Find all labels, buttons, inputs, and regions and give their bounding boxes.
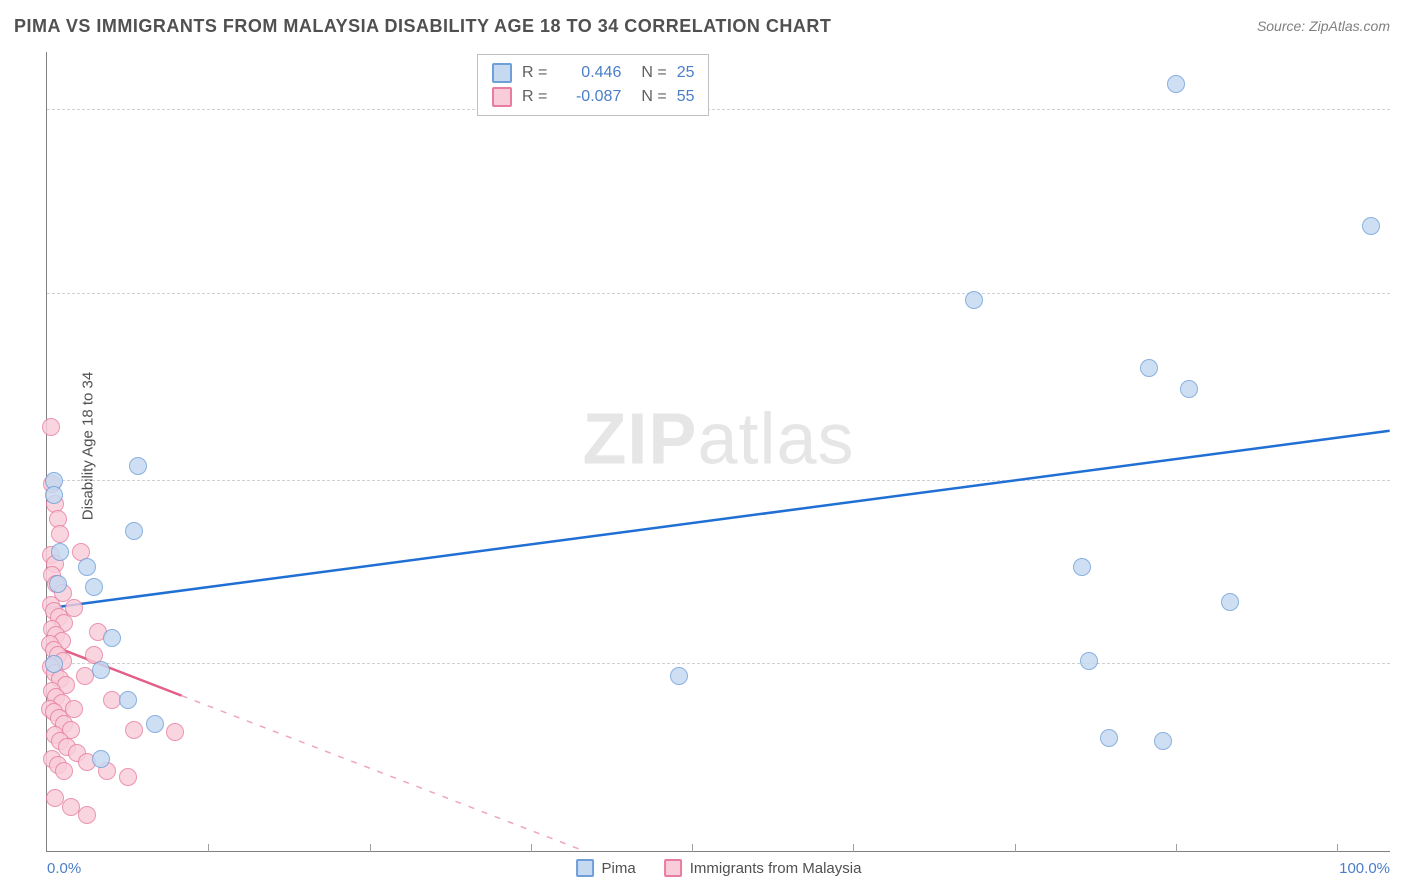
malaysia-point: [166, 723, 184, 741]
pima-swatch: [492, 63, 512, 83]
y-tick-label: 25.0%: [1394, 102, 1406, 119]
v-gridline: [370, 844, 371, 852]
y-tick-label: 6.3%: [1394, 656, 1406, 673]
legend-row-malaysia: R = -0.087 N = 55: [492, 85, 694, 109]
pima-point: [51, 543, 69, 561]
pima-point: [103, 629, 121, 647]
malaysia-point: [55, 762, 73, 780]
pima-point: [92, 750, 110, 768]
pima-point: [49, 575, 67, 593]
trend-lines: [47, 52, 1390, 851]
pima-legend-label: Pima: [602, 860, 636, 877]
pima-point: [129, 457, 147, 475]
watermark: ZIPatlas: [582, 398, 854, 480]
malaysia-legend-label: Immigrants from Malaysia: [690, 860, 862, 877]
pima-point: [125, 522, 143, 540]
y-tick-label: 18.8%: [1394, 285, 1406, 302]
v-gridline: [853, 844, 854, 852]
malaysia-point: [125, 721, 143, 739]
malaysia-point: [65, 700, 83, 718]
v-gridline: [531, 844, 532, 852]
h-gridline: [47, 109, 1390, 110]
pima-point: [92, 661, 110, 679]
pima-point: [45, 655, 63, 673]
malaysia-r-value: -0.087: [557, 88, 621, 106]
pima-point: [1080, 652, 1098, 670]
n-label: N =: [641, 64, 666, 82]
pima-trend-line: [47, 431, 1389, 609]
pima-point: [119, 691, 137, 709]
pima-point: [85, 578, 103, 596]
v-gridline: [692, 844, 693, 852]
pima-point: [1154, 732, 1172, 750]
h-gridline: [47, 293, 1390, 294]
pima-point: [146, 715, 164, 733]
v-gridline: [208, 844, 209, 852]
series-legend: Pima Immigrants from Malaysia: [576, 859, 862, 877]
malaysia-point: [51, 525, 69, 543]
malaysia-point: [119, 768, 137, 786]
v-gridline: [1015, 844, 1016, 852]
pima-r-value: 0.446: [557, 64, 621, 82]
y-tick-label: 12.5%: [1394, 472, 1406, 489]
pima-point: [78, 558, 96, 576]
pima-point: [1073, 558, 1091, 576]
pima-point: [1221, 593, 1239, 611]
pima-point: [1140, 359, 1158, 377]
malaysia-trend-line-extrapolated: [182, 696, 585, 851]
r-label: R =: [522, 64, 547, 82]
pima-point: [1100, 729, 1118, 747]
legend-row-pima: R = 0.446 N = 25: [492, 61, 694, 85]
pima-point: [45, 486, 63, 504]
v-gridline: [1176, 844, 1177, 852]
v-gridline: [1337, 844, 1338, 852]
pima-point: [1180, 380, 1198, 398]
pima-n-value: 25: [677, 64, 695, 82]
malaysia-point: [78, 806, 96, 824]
source-attribution: Source: ZipAtlas.com: [1257, 18, 1390, 34]
pima-point: [965, 291, 983, 309]
x-axis-end-label: 100.0%: [1339, 860, 1390, 877]
malaysia-point: [65, 599, 83, 617]
legend-item-malaysia: Immigrants from Malaysia: [664, 859, 862, 877]
pima-point: [1362, 217, 1380, 235]
n-label: N =: [641, 88, 666, 106]
malaysia-point: [42, 418, 60, 436]
malaysia-swatch: [664, 859, 682, 877]
pima-point: [670, 667, 688, 685]
pima-swatch: [576, 859, 594, 877]
correlation-legend: R = 0.446 N = 25 R = -0.087 N = 55: [477, 54, 709, 116]
r-label: R =: [522, 88, 547, 106]
malaysia-n-value: 55: [677, 88, 695, 106]
malaysia-point: [46, 789, 64, 807]
h-gridline: [47, 663, 1390, 664]
h-gridline: [47, 480, 1390, 481]
pima-point: [1167, 75, 1185, 93]
legend-item-pima: Pima: [576, 859, 636, 877]
x-axis-start-label: 0.0%: [47, 860, 81, 877]
chart-title: PIMA VS IMMIGRANTS FROM MALAYSIA DISABIL…: [14, 16, 831, 37]
plot-area: ZIPatlas 6.3%12.5%18.8%25.0% R =0.446N =…: [46, 52, 1390, 852]
malaysia-swatch: [492, 87, 512, 107]
chart-container: PIMA VS IMMIGRANTS FROM MALAYSIA DISABIL…: [0, 0, 1406, 892]
